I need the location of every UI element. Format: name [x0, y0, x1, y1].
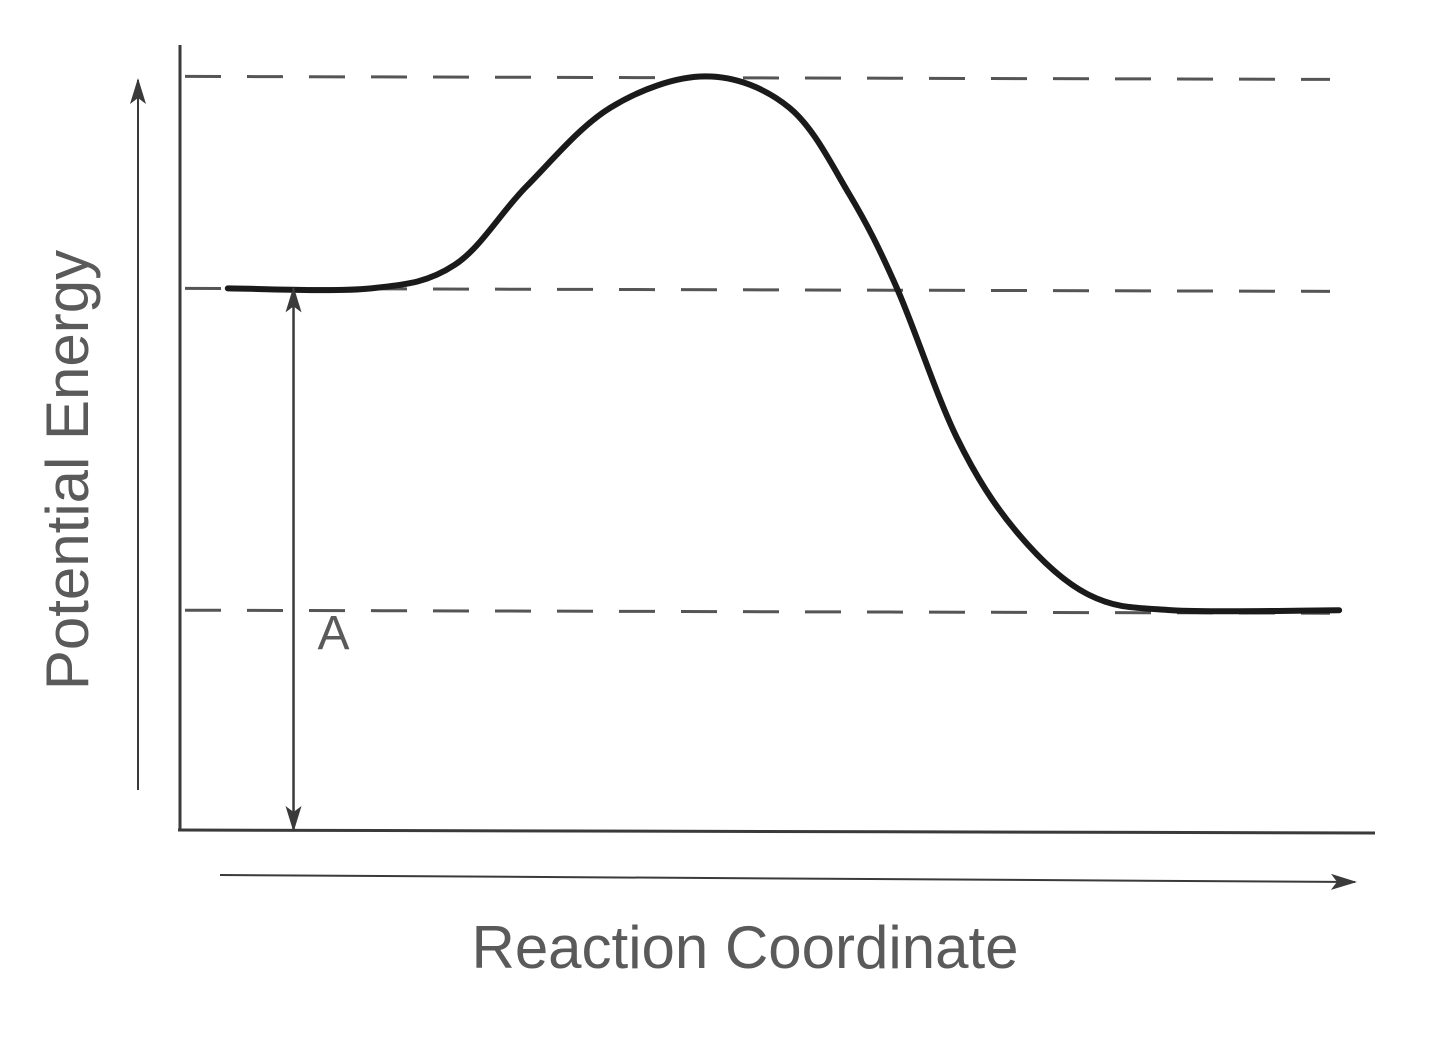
reference-level-line-0 — [184, 74, 1331, 81]
x-direction-arrow — [219, 873, 1357, 890]
annotation-a: A — [318, 607, 350, 660]
reference-level-line-2 — [184, 608, 1331, 615]
y-axis-label: Potential Energy — [34, 250, 101, 690]
x-axis-label: Reaction Coordinate — [471, 914, 1018, 981]
energy-curve — [224, 73, 1343, 615]
x-axis — [177, 828, 1376, 835]
